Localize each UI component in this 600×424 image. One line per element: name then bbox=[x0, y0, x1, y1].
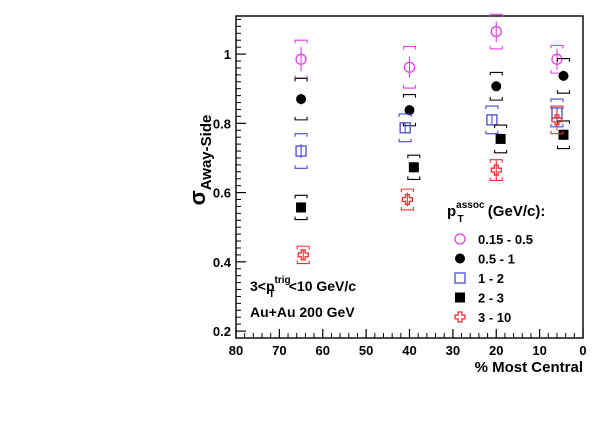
marker-point bbox=[296, 94, 307, 105]
marker-point bbox=[404, 105, 415, 116]
marker-legend-1 bbox=[454, 233, 466, 245]
marker-point bbox=[401, 193, 413, 206]
marker-point bbox=[403, 61, 416, 73]
x-tick-label: 50 bbox=[359, 343, 373, 358]
x-tick-label: 40 bbox=[402, 343, 416, 358]
marker-legend-4 bbox=[455, 292, 465, 303]
sys-error-bracket bbox=[400, 188, 414, 211]
marker-point bbox=[558, 70, 569, 81]
marker-point bbox=[558, 129, 569, 140]
legend-label: 0.15 - 0.5 bbox=[478, 232, 533, 247]
sys-error-bracket bbox=[556, 58, 571, 94]
y-tick-label: 0.6 bbox=[213, 186, 231, 201]
legend-label: 2 - 3 bbox=[478, 291, 504, 306]
sys-error-bracket bbox=[296, 245, 310, 265]
annotation-trigger-range: 3<ptrig T<10 GeV/c bbox=[250, 275, 356, 300]
legend-label: 1 - 2 bbox=[478, 271, 504, 286]
marker-point bbox=[490, 25, 502, 38]
marker-point bbox=[486, 114, 498, 126]
sys-error-bracket bbox=[294, 133, 308, 169]
sys-error-bracket bbox=[550, 105, 564, 135]
sys-error-bracket bbox=[402, 45, 417, 89]
annotation-system: Au+Au 200 GeV bbox=[250, 304, 355, 320]
series-5 bbox=[296, 105, 564, 265]
y-axis: 0.2 0.4 0.6 0.8 1 σAway-Side bbox=[185, 18, 246, 339]
marker-point bbox=[295, 145, 307, 157]
sys-error-bracket bbox=[398, 113, 412, 143]
y-tick-label: 1 bbox=[224, 47, 231, 62]
y-tick-label: 0.4 bbox=[213, 255, 232, 270]
x-tick-label: 60 bbox=[316, 343, 330, 358]
marker-point bbox=[295, 53, 307, 65]
marker-legend-3 bbox=[454, 272, 466, 284]
marker-legend-5 bbox=[454, 311, 466, 323]
marker-point bbox=[296, 202, 307, 213]
marker-point bbox=[297, 249, 309, 261]
series-1 bbox=[294, 13, 564, 89]
marker-point bbox=[551, 53, 563, 65]
sys-error-bracket bbox=[294, 194, 308, 221]
x-tick-label: 80 bbox=[229, 343, 243, 358]
x-tick-label: 10 bbox=[532, 343, 546, 358]
data-marks bbox=[294, 13, 571, 265]
sys-error-bracket bbox=[294, 77, 308, 121]
sys-error-bracket bbox=[407, 154, 421, 180]
x-axis: 80 70 60 50 40 30 20 10 0% Most Central bbox=[229, 329, 587, 376]
series-3 bbox=[294, 98, 564, 169]
marker-point bbox=[408, 162, 419, 173]
x-tick-label: 0 bbox=[579, 343, 586, 358]
marker-point bbox=[551, 114, 563, 126]
sys-error-bracket bbox=[485, 105, 499, 135]
sys-error-bracket bbox=[402, 94, 417, 127]
y-tick-label: 0.2 bbox=[213, 324, 231, 339]
sys-error-bracket bbox=[489, 13, 503, 50]
marker-point bbox=[399, 122, 411, 134]
marker-legend-2 bbox=[455, 253, 465, 264]
legend: passoc T (GeV/c): 0.15 - 0.5 0.5 - 1 1 - 2 2 … bbox=[447, 200, 545, 325]
marker-point bbox=[490, 164, 502, 176]
y-tick-label: 0.8 bbox=[213, 116, 231, 131]
x-tick-label: 70 bbox=[272, 343, 286, 358]
x-tick-label: 20 bbox=[489, 343, 503, 358]
sys-error-bracket bbox=[494, 124, 508, 154]
series-2 bbox=[294, 58, 571, 127]
legend-label: 0.5 - 1 bbox=[478, 252, 515, 267]
legend-label: 3 - 10 bbox=[478, 310, 511, 325]
sys-error-bracket bbox=[489, 71, 503, 101]
marker-point bbox=[495, 133, 506, 144]
y-axis-label: σAway-Side bbox=[185, 115, 215, 206]
x-tick-label: 30 bbox=[446, 343, 460, 358]
legend-title: passoc T (GeV/c): bbox=[447, 200, 545, 225]
x-axis-label: % Most Central bbox=[475, 359, 583, 376]
marker-point bbox=[491, 81, 502, 92]
annotations: 3<ptrig T<10 GeV/c Au+Au 200 GeV bbox=[250, 275, 356, 320]
